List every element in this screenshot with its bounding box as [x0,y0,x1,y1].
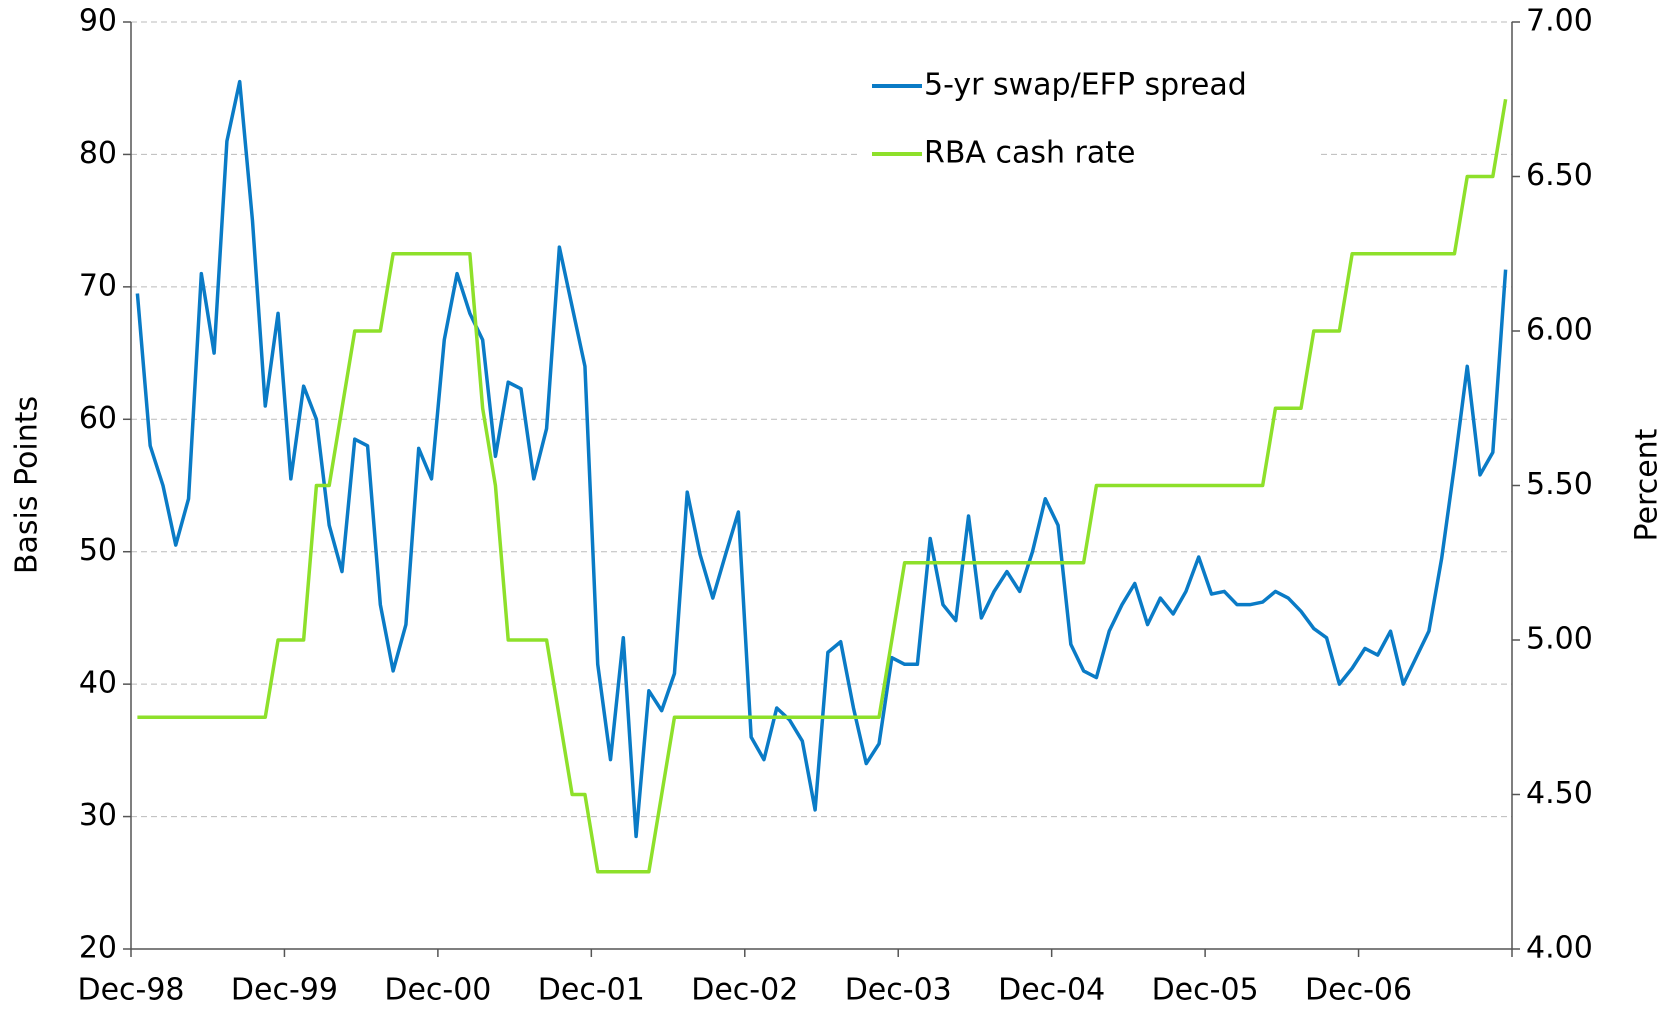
y2-tick-label: 6.50 [1526,158,1593,193]
x-tick-label: Dec-04 [998,973,1105,1008]
y2-axis-label: Percent [1630,428,1665,541]
y2-tick-label: 6.00 [1526,313,1593,348]
y2-tick-label: 5.00 [1526,622,1593,657]
series-line [135,79,1508,839]
legend-label: 5-yr swap/EFP spread [924,68,1247,103]
y-tick-label: 40 [79,666,117,701]
x-tick-label: Dec-02 [691,973,798,1008]
x-tick-label: Dec-00 [384,973,491,1008]
y2-tick-label: 4.50 [1526,776,1593,811]
legend-background [860,46,1320,196]
y-axis-label: Basis Points [10,396,45,574]
y2-tick-label: 4.00 [1526,931,1593,966]
x-tick-label: Dec-98 [77,973,184,1008]
y-tick-label: 60 [79,401,117,436]
x-tick-label: Dec-03 [845,973,952,1008]
y2-tick-label: 7.00 [1526,4,1593,39]
x-tick-label: Dec-99 [231,973,338,1008]
y-tick-label: 30 [79,798,117,833]
y-tick-label: 70 [79,268,117,303]
legend-label: RBA cash rate [924,136,1135,171]
y-tick-label: 20 [79,931,117,966]
x-tick-label: Dec-05 [1152,973,1259,1008]
y-tick-label: 90 [79,4,117,39]
y2-tick-label: 5.50 [1526,467,1593,502]
y-tick-label: 50 [79,533,117,568]
series-line [137,98,1508,874]
x-tick-label: Dec-01 [538,973,645,1008]
x-tick-label: Dec-06 [1305,973,1412,1008]
y-tick-label: 80 [79,136,117,171]
